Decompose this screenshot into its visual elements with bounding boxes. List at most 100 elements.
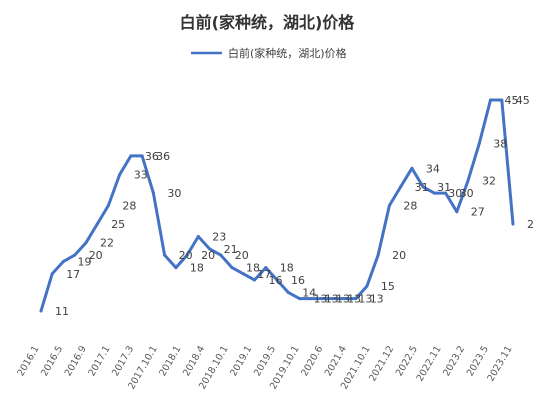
data-point <box>275 278 279 282</box>
x-tick-label: 2018.4 <box>181 344 207 378</box>
data-label: 20 <box>179 249 193 262</box>
data-point <box>466 179 470 183</box>
data-label: 20 <box>201 249 215 262</box>
data-point <box>163 253 167 257</box>
data-point <box>298 297 301 301</box>
data-label: 28 <box>122 200 136 213</box>
data-label: 18 <box>246 262 260 275</box>
data-point <box>399 185 403 189</box>
data-point <box>421 185 425 189</box>
data-label: 19 <box>78 255 92 268</box>
data-point <box>354 297 358 301</box>
data-point <box>253 278 256 282</box>
data-point <box>106 204 110 207</box>
data-point <box>320 297 324 301</box>
data-point <box>264 266 268 270</box>
x-axis-tick-labels: 2016.12016.52016.92017.12017.32017.10.12… <box>15 344 514 391</box>
data-label: 18 <box>280 262 294 275</box>
chart-legend: 白前(家种统，湖北)价格 <box>191 46 347 60</box>
data-label: 13 <box>336 293 350 306</box>
data-point <box>129 154 133 158</box>
data-point <box>208 247 212 251</box>
data-label: 33 <box>134 169 148 182</box>
data-label: 38 <box>493 137 507 150</box>
data-point <box>219 253 223 257</box>
data-label: 16 <box>269 274 283 287</box>
data-labels: 1117192022252833363630201820232120181716… <box>55 94 534 318</box>
data-label: 21 <box>224 243 238 256</box>
data-point <box>477 141 481 145</box>
data-point <box>230 266 234 270</box>
data-label: 13 <box>347 293 361 306</box>
data-point <box>62 259 65 263</box>
data-label: 30 <box>167 187 181 200</box>
x-tick-label: 2017.3 <box>110 344 136 378</box>
data-label: 14 <box>302 286 316 299</box>
data-point <box>84 241 88 245</box>
data-label: 45 <box>516 94 530 107</box>
x-tick-label: 2016.5 <box>39 344 65 378</box>
data-label: 13 <box>314 293 328 306</box>
data-point <box>331 297 335 301</box>
data-point <box>196 235 200 238</box>
data-point <box>489 98 492 102</box>
data-label: 17 <box>66 268 80 281</box>
data-label: 15 <box>381 280 395 293</box>
data-point <box>410 166 414 170</box>
data-label: 32 <box>482 175 496 188</box>
data-point <box>387 204 391 207</box>
data-point <box>95 222 99 226</box>
chart-title: 白前(家种统，湖北)价格 <box>180 13 356 32</box>
data-label: 20 <box>235 249 249 262</box>
data-point <box>73 253 77 257</box>
data-point <box>118 173 122 176</box>
data-label: 22 <box>100 237 114 250</box>
data-point <box>241 272 245 276</box>
data-point <box>185 253 189 257</box>
x-tick-label: 2019.5 <box>252 344 278 378</box>
data-label: 17 <box>257 268 271 281</box>
data-label: 30 <box>460 187 474 200</box>
x-tick-label: 2020.6 <box>299 344 325 378</box>
data-point <box>39 309 43 313</box>
data-point <box>365 284 369 288</box>
data-label: 31 <box>437 181 451 194</box>
data-point <box>455 210 459 214</box>
data-point <box>432 191 436 195</box>
x-tick-label: 2021.4 <box>323 344 349 378</box>
data-label: 30 <box>448 187 462 200</box>
data-point <box>309 297 313 301</box>
x-tick-label: 2017.1 <box>86 344 112 378</box>
x-tick-label: 2018.1 <box>157 344 183 378</box>
data-label: 20 <box>392 249 406 262</box>
data-label: 16 <box>291 274 305 287</box>
data-point <box>286 290 290 294</box>
data-point <box>376 253 380 257</box>
data-point <box>174 266 178 270</box>
data-label: 36 <box>156 150 170 163</box>
data-label: 25 <box>111 218 125 231</box>
data-label: 31 <box>415 181 429 194</box>
data-label: 36 <box>145 150 159 163</box>
data-point <box>444 191 448 195</box>
data-label: 11 <box>55 305 69 318</box>
data-point <box>342 297 346 301</box>
x-tick-label: 2016.9 <box>63 344 89 378</box>
data-point <box>140 154 144 158</box>
data-label: 28 <box>403 200 417 213</box>
data-point <box>151 191 155 195</box>
data-label: 13 <box>325 293 339 306</box>
data-label: 25 <box>527 218 534 231</box>
x-tick-label: 2023.5 <box>465 344 491 378</box>
data-label: 45 <box>505 94 519 107</box>
x-tick-label: 2019.1 <box>228 344 254 378</box>
data-label: 13 <box>370 293 384 306</box>
legend-label: 白前(家种统，湖北)价格 <box>228 46 347 60</box>
data-label: 34 <box>426 162 440 175</box>
x-tick-label: 2022.5 <box>394 344 420 378</box>
data-point <box>511 222 515 226</box>
data-point <box>50 272 54 276</box>
x-tick-label: 2023.2 <box>441 344 467 378</box>
